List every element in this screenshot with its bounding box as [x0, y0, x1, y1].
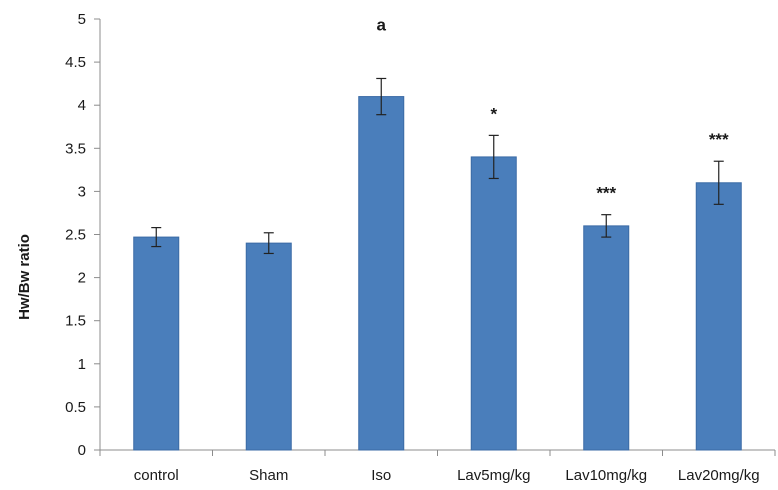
- y-tick-label: 3.5: [65, 140, 86, 157]
- significance-annotation: ***: [709, 130, 729, 149]
- y-tick-label: 0.5: [65, 399, 86, 416]
- y-tick-label: 4: [78, 97, 86, 114]
- y-tick-label: 0: [78, 442, 86, 459]
- y-tick-label: 4.5: [65, 54, 86, 71]
- y-axis-label: Hw/Bw ratio: [16, 234, 33, 320]
- bar: [358, 96, 405, 451]
- bar: [583, 225, 630, 451]
- bar: [470, 156, 517, 451]
- y-tick-label: 5: [78, 11, 86, 28]
- bar: [245, 242, 292, 451]
- significance-annotation: ***: [596, 184, 616, 203]
- significance-annotation: *: [490, 104, 497, 123]
- x-tick-label: Lav5mg/kg: [457, 467, 530, 484]
- x-tick-label: Lav20mg/kg: [678, 467, 760, 484]
- significance-annotation: a: [377, 15, 387, 34]
- bar: [695, 182, 742, 451]
- x-tick-label: Iso: [371, 467, 391, 484]
- bar: [133, 236, 180, 451]
- x-tick-label: Lav10mg/kg: [565, 467, 647, 484]
- x-tick-label: control: [134, 467, 179, 484]
- y-tick-label: 3: [78, 183, 86, 200]
- y-tick-label: 1.5: [65, 313, 86, 330]
- y-tick-label: 1: [78, 356, 86, 373]
- y-tick-label: 2.5: [65, 227, 86, 244]
- x-tick-label: Sham: [249, 467, 288, 484]
- y-tick-label: 2: [78, 270, 86, 287]
